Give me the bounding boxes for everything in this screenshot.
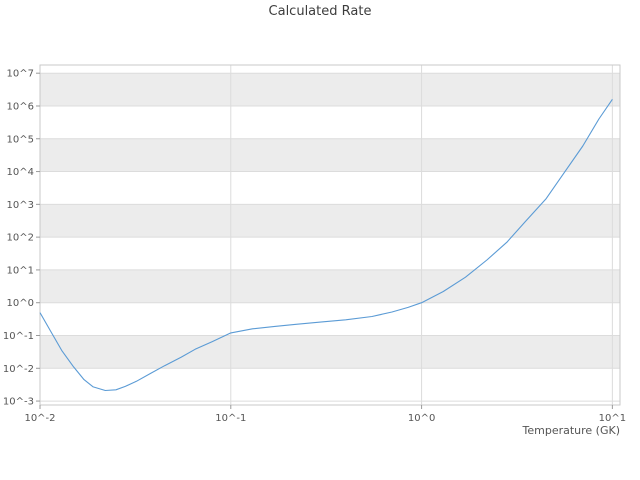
x-tick-label: 10^-2 <box>24 413 55 424</box>
y-tick-label: 10^0 <box>7 298 34 309</box>
grid-band <box>40 138 620 172</box>
x-axis-label: Temperature (GK) <box>522 424 621 437</box>
y-tick-label: 10^-2 <box>3 364 34 375</box>
y-tick-label: 10^1 <box>7 265 34 276</box>
x-tick-label: 10^0 <box>408 413 435 424</box>
y-tick-label: 10^7 <box>7 69 34 80</box>
y-tick-label: 10^2 <box>7 233 34 244</box>
y-tick-label: 10^4 <box>7 167 34 178</box>
grid-band <box>40 269 620 303</box>
grid-band <box>40 204 620 238</box>
y-tick-label: 10^5 <box>7 134 34 145</box>
grid-band <box>40 335 620 369</box>
y-tick-label: 10^-3 <box>3 397 34 408</box>
x-tick-label: 10^1 <box>599 413 626 424</box>
y-tick-label: 10^-1 <box>3 331 34 342</box>
x-tick-label: 10^-1 <box>215 413 246 424</box>
y-tick-label: 10^3 <box>7 200 34 211</box>
y-tick-label: 10^6 <box>7 101 34 112</box>
chart-title: Calculated Rate <box>268 4 372 19</box>
grid-band <box>40 73 620 106</box>
plot-border <box>39 64 621 406</box>
data-line <box>39 98 613 392</box>
